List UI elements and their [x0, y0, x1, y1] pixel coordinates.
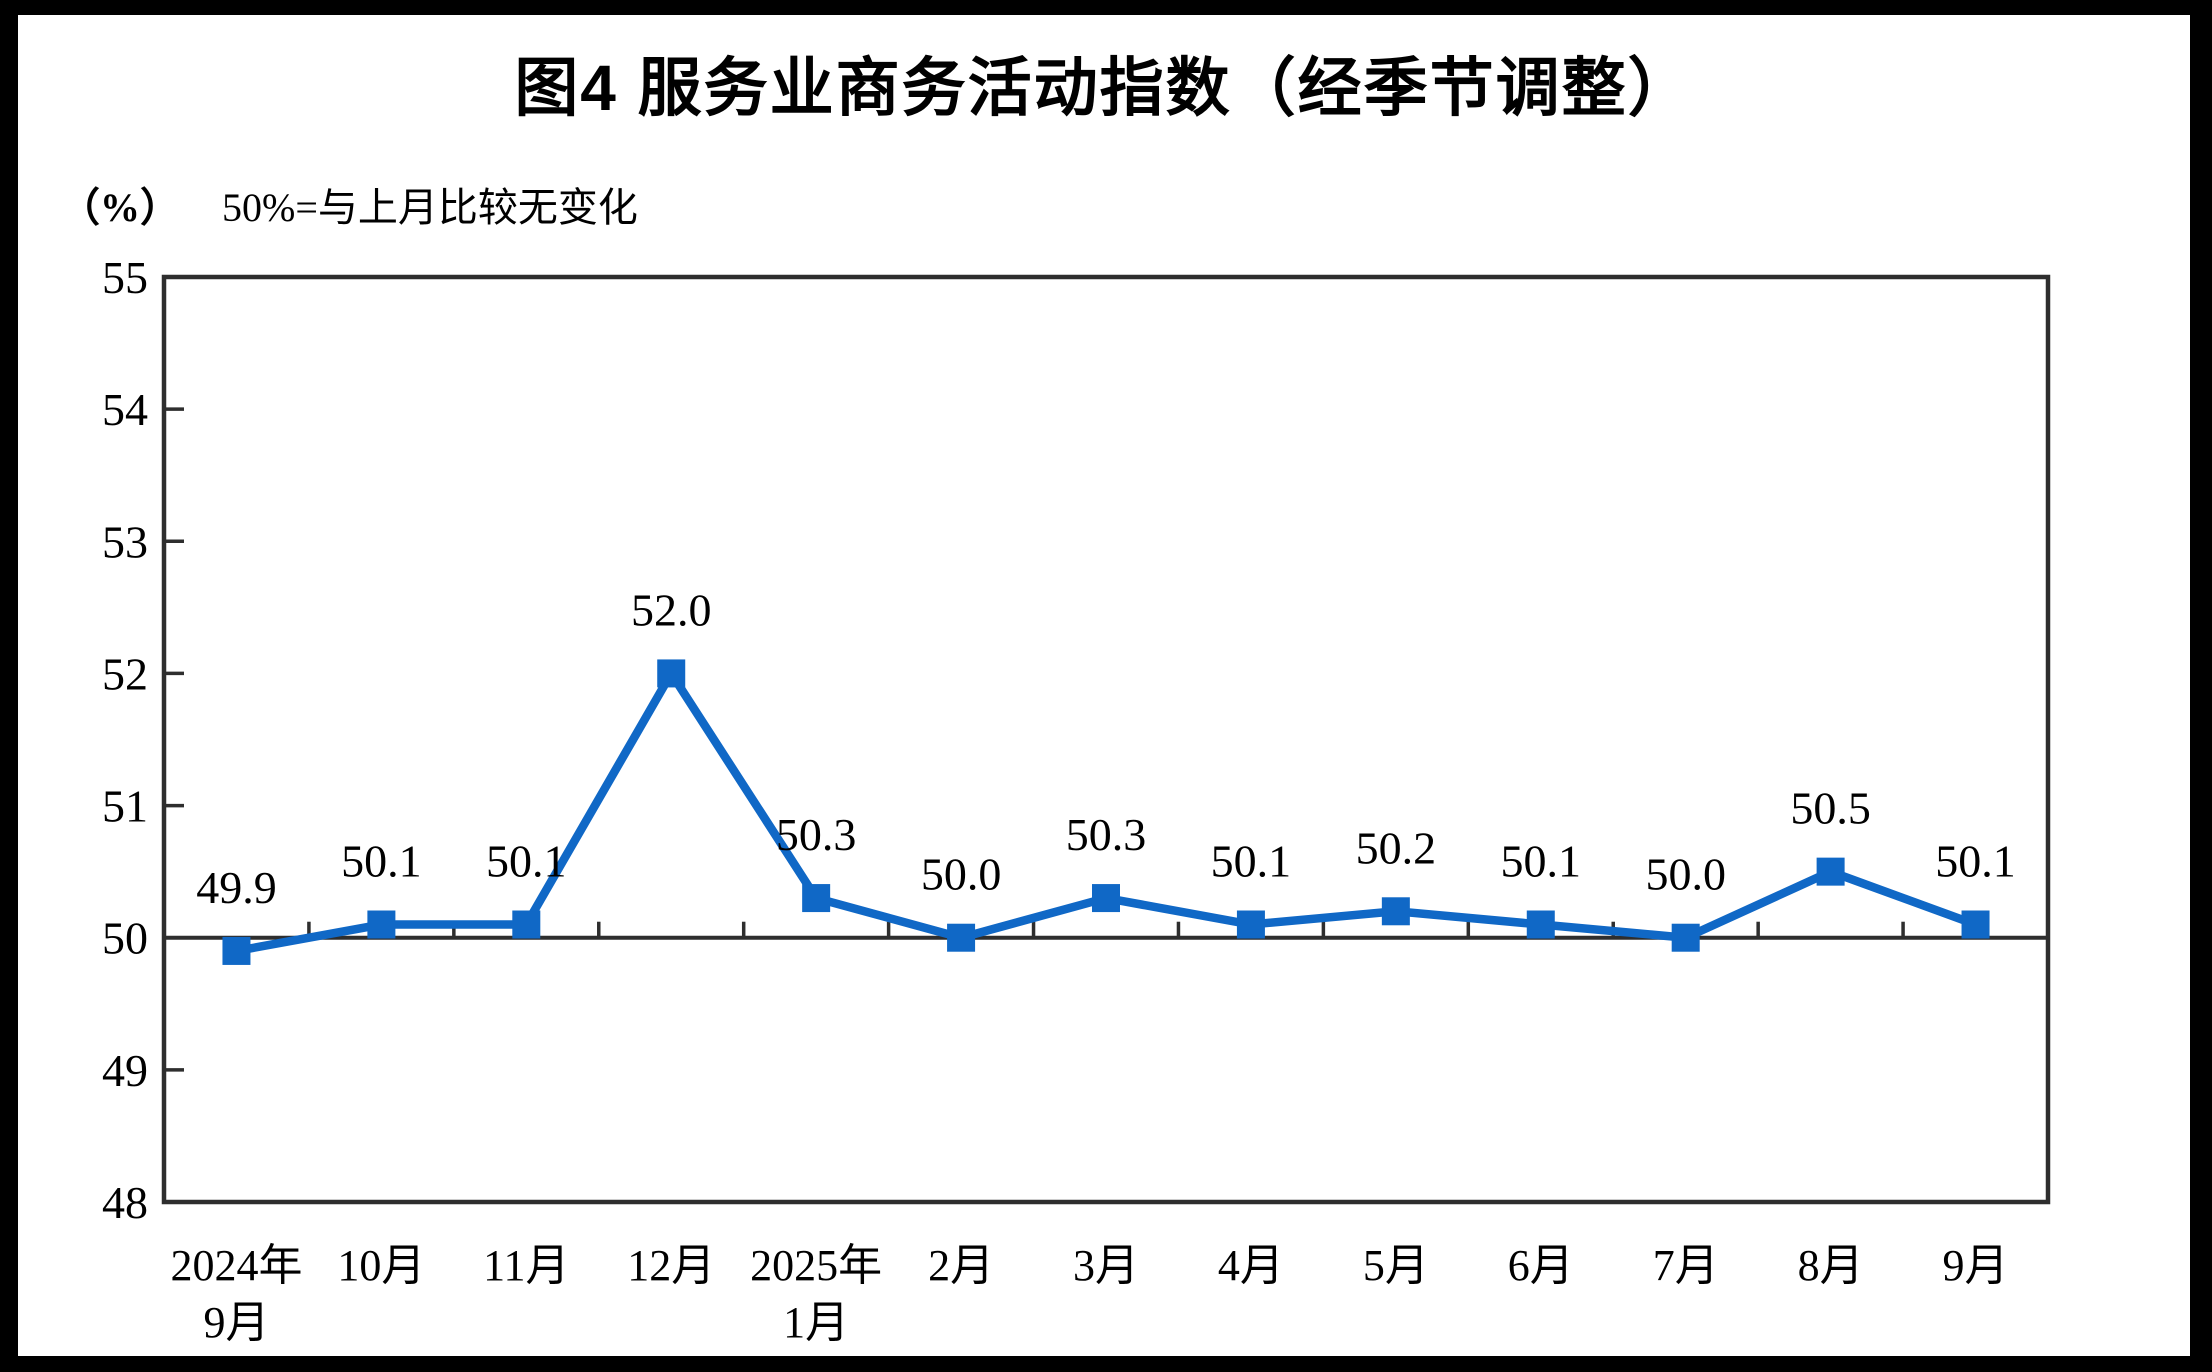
x-tick-label: 2024年: [170, 1241, 302, 1290]
chart-subtitle-row: （%） 50%=与上月比较无变化: [60, 175, 638, 233]
y-tick-label: 48: [102, 1177, 148, 1228]
x-tick-label: 4月: [1218, 1241, 1284, 1290]
x-tick-label: 12月: [627, 1241, 715, 1290]
data-point-label: 50.3: [1066, 809, 1147, 860]
x-tick-label: 8月: [1798, 1241, 1864, 1290]
y-axis-unit-label: （%）: [60, 185, 180, 230]
y-tick-label: 50: [102, 913, 148, 964]
data-point-marker: [1236, 910, 1265, 939]
data-point-label: 52.0: [631, 584, 712, 635]
x-tick-label: 10月: [337, 1241, 425, 1290]
data-point-marker: [1961, 910, 1990, 939]
x-tick-label: 9月: [203, 1298, 269, 1347]
data-point-marker: [512, 910, 541, 939]
data-point-marker: [802, 884, 831, 913]
data-point-label: 49.9: [196, 862, 277, 913]
data-point-marker: [947, 923, 976, 952]
data-point-label: 50.0: [1645, 849, 1726, 900]
x-tick-label: 11月: [483, 1241, 569, 1290]
x-tick-label: 2025年: [750, 1241, 882, 1290]
data-point-label: 50.1: [1935, 836, 2016, 887]
data-point-label: 50.1: [1211, 836, 1292, 887]
y-tick-label: 51: [102, 781, 148, 832]
data-point-label: 50.3: [776, 809, 857, 860]
x-tick-label: 1月: [783, 1298, 849, 1347]
chart-page: 图4 服务业商务活动指数（经季节调整） （%） 50%=与上月比较无变化: [18, 15, 2190, 1356]
data-point-marker: [1671, 923, 1700, 952]
plot-frame: [161, 274, 2051, 1205]
x-tick-label: 3月: [1073, 1241, 1139, 1290]
data-point-label: 50.2: [1356, 822, 1437, 873]
data-point-marker: [1816, 857, 1845, 886]
data-point-label: 50.1: [486, 836, 567, 887]
data-point-label: 50.1: [1501, 836, 1582, 887]
y-tick-label: 55: [102, 252, 148, 303]
y-tick-label: 54: [102, 384, 148, 435]
data-point-marker: [1092, 884, 1120, 913]
x-tick-label: 6月: [1508, 1241, 1574, 1290]
y-tick-label: 49: [102, 1045, 148, 1096]
y-tick-label: 53: [102, 516, 148, 567]
x-tick-label: 9月: [1943, 1241, 2009, 1290]
data-point-marker: [1526, 910, 1555, 939]
x-tick-label: 7月: [1653, 1241, 1719, 1290]
x-tick-label: 5月: [1363, 1241, 1429, 1290]
chart-title: 图4 服务业商务活动指数（经季节调整）: [514, 52, 1694, 124]
data-point-label: 50.0: [921, 849, 1002, 900]
y-tick-label: 52: [102, 648, 148, 699]
data-point-marker: [1381, 897, 1410, 926]
data-point-label: 50.1: [341, 836, 422, 887]
data-point-marker: [222, 936, 251, 965]
reference-note: 50%=与上月比较无变化: [222, 185, 638, 230]
data-point-marker: [367, 910, 396, 939]
data-point-label: 50.5: [1790, 783, 1871, 834]
data-point-marker: [657, 659, 686, 688]
x-tick-label: 2月: [928, 1241, 994, 1290]
